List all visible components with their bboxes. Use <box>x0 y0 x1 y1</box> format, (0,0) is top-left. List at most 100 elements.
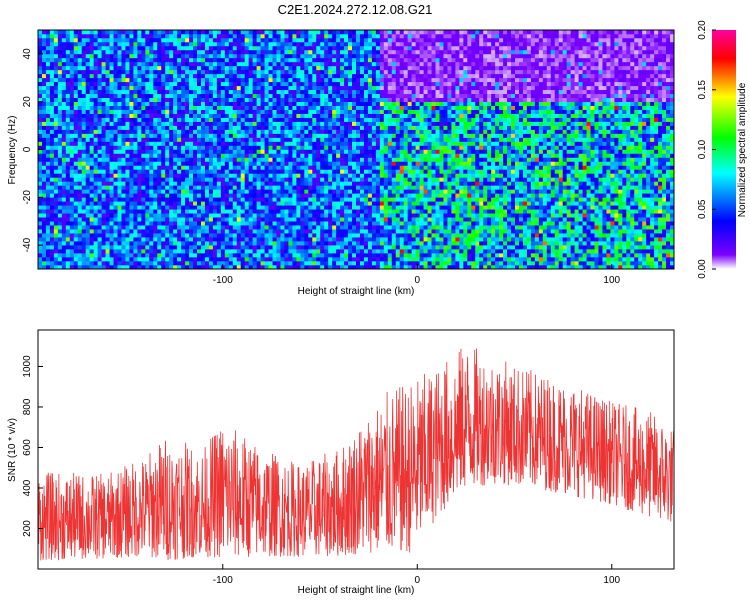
heatmap-cell <box>145 161 150 166</box>
heatmap-cell <box>97 181 102 186</box>
heatmap-cell <box>260 225 265 230</box>
heatmap-cell <box>137 89 142 95</box>
heatmap-cell <box>252 221 257 226</box>
heatmap-cell <box>161 229 166 234</box>
heatmap-cell <box>248 81 253 87</box>
heatmap-cell <box>264 93 269 99</box>
heatmap-cell <box>336 253 341 258</box>
heatmap-cell <box>280 157 285 162</box>
heatmap-cell <box>93 129 98 134</box>
heatmap-cell <box>328 30 333 35</box>
heatmap-cell <box>288 145 293 150</box>
heatmap-cell <box>177 141 182 146</box>
heatmap-cell <box>244 37 249 43</box>
heatmap-cell <box>41 257 47 262</box>
heatmap-cell <box>129 113 134 118</box>
heatmap-cell <box>268 237 273 242</box>
heatmap-cell <box>165 45 170 51</box>
heatmap-cell <box>356 45 361 51</box>
heatmap-cell <box>260 105 265 110</box>
heatmap-cell <box>141 97 146 102</box>
heatmap-cell <box>296 41 301 47</box>
heatmap-cell <box>304 61 309 67</box>
heatmap-cell <box>85 45 90 51</box>
heatmap-cell <box>121 165 126 170</box>
heatmap-cell <box>41 265 47 270</box>
heatmap-cell <box>268 241 273 246</box>
heatmap-cell <box>324 77 329 83</box>
heatmap-cell <box>292 193 297 198</box>
heatmap-cell <box>232 157 238 162</box>
heatmap-cell <box>288 61 293 67</box>
heatmap-cell <box>292 33 297 39</box>
heatmap-cell <box>352 109 357 114</box>
heatmap-cell <box>173 85 178 91</box>
heatmap-cell <box>320 165 325 170</box>
heatmap-cell <box>356 81 361 87</box>
heatmap-cell <box>65 37 71 43</box>
heatmap-cell <box>212 117 218 122</box>
heatmap-cell <box>129 81 134 87</box>
heatmap-cell <box>77 161 83 166</box>
heatmap-cell <box>220 53 226 59</box>
heatmap-cell <box>149 257 154 262</box>
heatmap-cell <box>204 157 210 162</box>
heatmap-cell <box>97 81 102 87</box>
heatmap-cell <box>53 189 59 194</box>
heatmap-cell <box>296 125 301 130</box>
heatmap-cell <box>260 65 265 71</box>
heatmap-cell <box>260 145 265 150</box>
heatmap-cell <box>109 225 114 230</box>
heatmap-cell <box>77 113 83 118</box>
heatmap-cell <box>308 137 313 142</box>
heatmap-cell <box>256 153 261 158</box>
heatmap-cell <box>228 173 234 178</box>
heatmap-cell <box>328 233 333 238</box>
heatmap-cell <box>348 241 353 246</box>
heatmap-cell <box>344 73 349 79</box>
heatmap-cell <box>316 149 321 154</box>
heatmap-cell <box>61 217 67 222</box>
heatmap-cell <box>304 253 309 258</box>
heatmap-cell <box>85 265 90 270</box>
heatmap-cell <box>41 93 47 99</box>
heatmap-cell <box>212 85 218 91</box>
heatmap-cell <box>312 121 317 126</box>
heatmap-cell <box>189 193 194 198</box>
heatmap-cell <box>89 45 94 51</box>
heatmap-cell <box>296 193 301 198</box>
heatmap-cell <box>113 249 118 254</box>
heatmap-cell <box>89 261 94 266</box>
heatmap-cell <box>308 181 313 186</box>
heatmap-cell <box>65 225 71 230</box>
heatmap-cell <box>49 53 55 59</box>
heatmap-cell <box>276 193 281 198</box>
heatmap-cell <box>173 93 178 99</box>
heatmap-cell <box>248 261 253 266</box>
heatmap-cell <box>240 233 246 238</box>
heatmap-cell <box>252 41 257 47</box>
heatmap-cell <box>328 157 333 162</box>
heatmap-cell <box>105 245 110 250</box>
heatmap-cell <box>312 201 317 206</box>
heatmap-cell <box>193 105 198 110</box>
heatmap-cell <box>284 37 289 43</box>
heatmap-cell <box>145 85 150 91</box>
heatmap-cell <box>300 121 305 126</box>
heatmap-cell <box>65 181 71 186</box>
heatmap-cell <box>173 197 178 202</box>
heatmap-cell <box>153 265 158 270</box>
heatmap-cell <box>252 49 257 55</box>
heatmap-cell <box>236 85 242 91</box>
heatmap-cell <box>248 205 253 210</box>
heatmap-cell <box>181 141 186 146</box>
heatmap-cell <box>304 30 309 35</box>
heatmap-cell <box>308 233 313 238</box>
heatmap-cell <box>248 109 253 114</box>
heatmap-cell <box>308 149 313 154</box>
heatmap-cell <box>340 81 345 87</box>
heatmap-cell <box>153 245 158 250</box>
heatmap-cell <box>272 81 277 87</box>
heatmap-cell <box>197 217 202 222</box>
heatmap-cell <box>181 233 186 238</box>
